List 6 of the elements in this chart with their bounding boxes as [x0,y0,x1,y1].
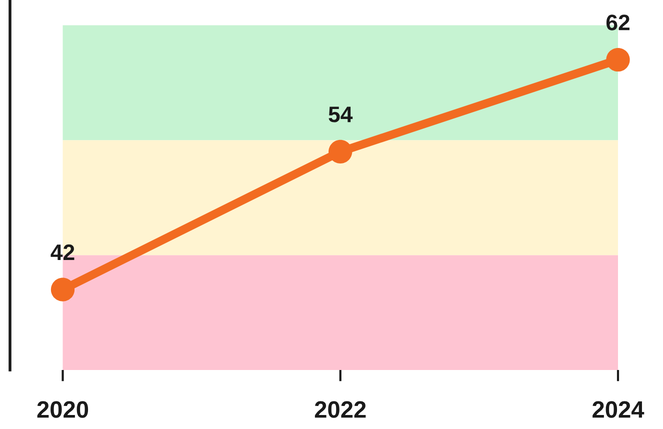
data-label: 54 [328,106,353,122]
data-label: 42 [50,244,74,260]
x-tick-label: 2022 [314,401,366,418]
x-tick-label: 2024 [592,401,644,418]
data-label: 62 [606,14,630,30]
x-tick-label: 2020 [37,401,88,418]
